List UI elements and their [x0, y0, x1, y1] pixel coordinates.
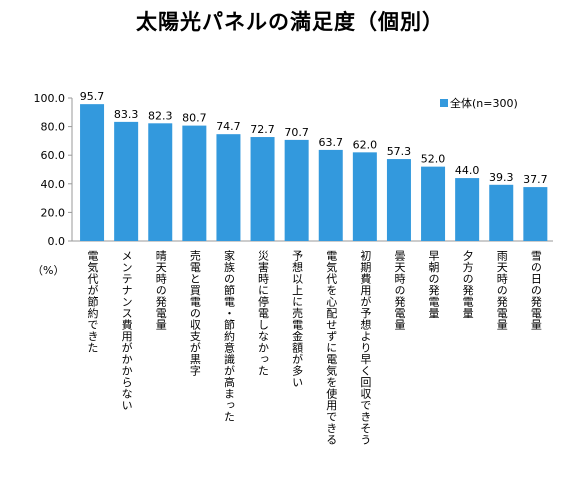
data-label: 63.7 — [319, 136, 344, 149]
y-tick-label: 80.0 — [41, 121, 66, 134]
y-tick-label: 40.0 — [41, 178, 66, 191]
category-label: 災害時に停電しなかった — [256, 250, 270, 377]
unit-label: （%） — [32, 264, 65, 277]
y-tick-label: 60.0 — [41, 149, 66, 162]
y-tick-label: 20.0 — [41, 206, 66, 219]
bar — [148, 123, 173, 241]
category-label: 雨天時の発電量 — [495, 250, 509, 331]
data-label: 72.7 — [250, 123, 275, 136]
data-label: 80.7 — [182, 112, 207, 125]
category-label: メンテナンス費用がかからない — [120, 250, 134, 411]
category-label: 雪の日の発電量 — [529, 250, 543, 331]
bar — [421, 166, 446, 241]
data-label: 57.3 — [387, 145, 412, 158]
y-tick-label: 100.0 — [34, 92, 66, 105]
bar — [455, 178, 480, 241]
chart-title: 太陽光パネルの満足度（個別） — [136, 10, 444, 34]
y-tick-label: 0.0 — [48, 235, 66, 248]
bar — [216, 134, 241, 241]
category-label: 家族の節電・節約意識が高まった — [222, 250, 236, 423]
category-label: 電気代を心配せずに電気を使用できる — [324, 250, 338, 446]
bar — [80, 104, 105, 241]
bar — [489, 184, 514, 241]
bar — [386, 159, 411, 241]
category-label: 予想以上に売電金額が多い — [290, 250, 304, 388]
bar — [523, 187, 548, 241]
data-label: 83.3 — [114, 108, 139, 121]
bar — [352, 152, 377, 241]
data-label: 95.7 — [80, 90, 105, 103]
data-label: 39.3 — [489, 171, 514, 184]
category-label: 売電と買電の収支が黒字 — [188, 250, 202, 377]
bar — [250, 137, 275, 241]
legend-swatch — [440, 99, 448, 107]
bar — [182, 125, 207, 241]
bar — [284, 139, 309, 241]
data-label: 74.7 — [216, 120, 241, 133]
category-label: 初期費用が予想より早く回収できそう — [358, 250, 372, 446]
data-label: 44.0 — [455, 164, 480, 177]
legend-label: 全体(n=300) — [450, 96, 518, 110]
category-label: 曇天時の発電量 — [392, 250, 406, 331]
category-label: 電気代が節約できた — [86, 250, 100, 354]
data-label: 82.3 — [148, 109, 173, 122]
data-label: 62.0 — [353, 138, 378, 151]
data-label: 37.7 — [523, 173, 548, 186]
data-label: 52.0 — [421, 153, 446, 166]
category-label: 晴天時の発電量 — [154, 250, 168, 331]
category-label: 早朝の発電量 — [427, 250, 441, 319]
bar — [318, 149, 343, 241]
category-label: 夕方の発電量 — [461, 250, 475, 319]
data-label: 70.7 — [284, 126, 309, 139]
bar — [114, 121, 139, 241]
